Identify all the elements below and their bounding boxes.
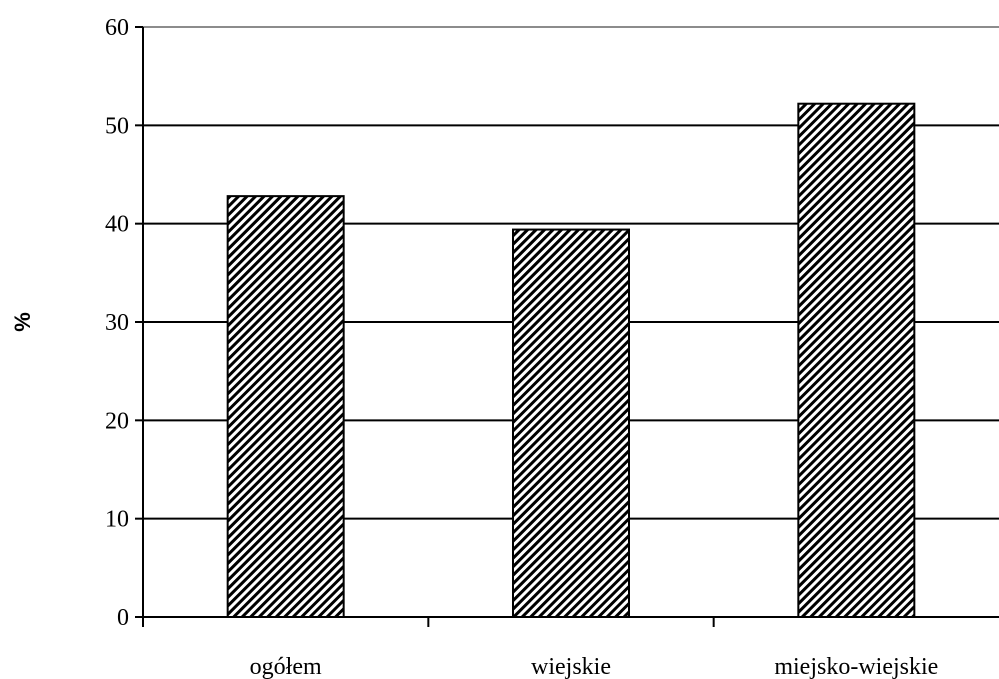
labels: 0 10 20 30 40 50 60 ogółem wiejskie miejsko-wiejs… bbox=[105, 15, 938, 679]
y-tick-label: 40 bbox=[105, 212, 129, 238]
y-tick-label: 20 bbox=[105, 408, 129, 434]
y-axis-title: % bbox=[10, 312, 35, 332]
bar-2 bbox=[797, 102, 916, 618]
y-tick-label: 0 bbox=[117, 605, 129, 631]
y-tick-label: 50 bbox=[105, 113, 129, 139]
y-tick-label: 30 bbox=[105, 310, 129, 336]
y-tick-label: 60 bbox=[105, 15, 129, 41]
bar-1 bbox=[512, 228, 630, 618]
x-category-label: ogółem bbox=[250, 654, 322, 679]
bars bbox=[226, 102, 916, 618]
bar-0 bbox=[226, 195, 345, 618]
x-category-label: wiejskie bbox=[531, 654, 611, 679]
y-tick-label: 10 bbox=[105, 507, 129, 533]
x-category-label: miejsko-wiejskie bbox=[774, 654, 938, 679]
axes bbox=[135, 26, 999, 627]
